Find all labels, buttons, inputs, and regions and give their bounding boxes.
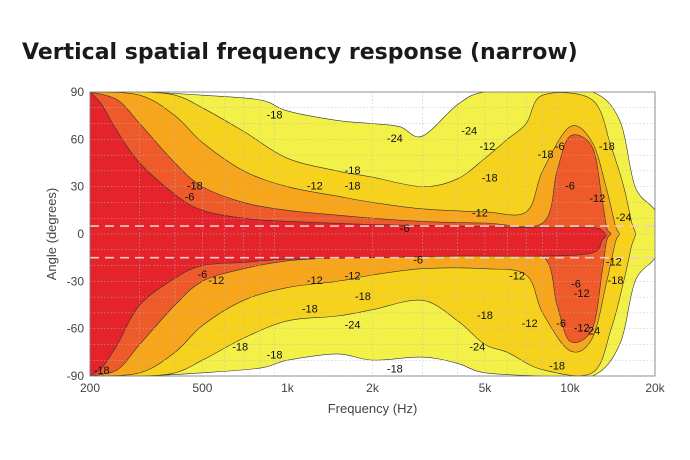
x-axis-title: Frequency (Hz) <box>328 401 418 416</box>
contour-label: -18 <box>345 165 361 177</box>
contour-label: -18 <box>387 364 403 376</box>
x-tick-label: 1k <box>281 381 295 395</box>
x-tick-label: 200 <box>80 381 100 395</box>
contour-label: -12 <box>574 323 590 335</box>
contour-label: -18 <box>94 365 110 377</box>
contour-label: -12 <box>345 271 361 283</box>
contour-label: -18 <box>477 310 493 322</box>
contour-label: -24 <box>387 133 403 145</box>
contour-label: -24 <box>584 326 600 338</box>
y-tick-label: 60 <box>71 132 85 146</box>
contour-label: -18 <box>345 181 361 193</box>
contour-label: -18 <box>608 275 624 287</box>
contour-label: -24 <box>461 125 477 137</box>
x-tick-label: 500 <box>192 381 212 395</box>
y-tick-label: 90 <box>71 85 85 99</box>
contour-label: -6 <box>400 223 410 235</box>
contour-label: -12 <box>307 181 323 193</box>
x-tick-label: 20k <box>645 381 665 395</box>
contour-label: -18 <box>302 304 318 316</box>
contour-label: -12 <box>479 141 495 153</box>
contour-label: -12 <box>472 207 488 219</box>
contour-label: -18 <box>538 149 554 161</box>
chart-title: Vertical spatial frequency response (nar… <box>22 40 578 65</box>
y-axis-title: Angle (degrees) <box>44 188 59 281</box>
contour-label: -24 <box>616 212 632 224</box>
contour-label: -24 <box>469 342 485 354</box>
contour-label: -6 <box>556 318 566 330</box>
contour-label: -18 <box>355 291 371 303</box>
contour-label: -18 <box>187 181 203 193</box>
contour-label: -12 <box>208 275 224 287</box>
contour-label: -18 <box>549 360 565 372</box>
x-tick-label: 5k <box>479 381 493 395</box>
contour-label: -18 <box>232 342 248 354</box>
contour-label: -6 <box>555 141 565 153</box>
y-tick-label: -90 <box>67 369 85 383</box>
contour-label: -12 <box>509 271 525 283</box>
y-tick-label: 0 <box>77 227 84 241</box>
y-tick-label: -60 <box>67 322 85 336</box>
y-tick-label: 30 <box>71 180 85 194</box>
y-tick-label: -30 <box>67 274 85 288</box>
contour-label: -12 <box>606 256 622 268</box>
contour-label: -6 <box>185 192 195 204</box>
contour-label: -6 <box>198 269 208 281</box>
plot-frame <box>89 91 656 377</box>
x-tick-label: 10k <box>560 381 580 395</box>
contour-label: -18 <box>599 141 615 153</box>
contour-label: -18 <box>267 349 283 361</box>
contour-label: -18 <box>267 110 283 122</box>
contour-label: -6 <box>413 255 423 267</box>
contour-label: -18 <box>482 173 498 185</box>
contour-label: -12 <box>589 193 605 205</box>
contour-label: -24 <box>345 319 361 331</box>
contour-region-0db <box>90 92 607 376</box>
contour-label: -24 <box>535 83 551 95</box>
contour-label: -12 <box>574 288 590 300</box>
contour-label: -12 <box>307 275 323 287</box>
contour-label: -6 <box>565 181 575 193</box>
x-tick-label: 2k <box>366 381 380 395</box>
contour-label: -12 <box>522 318 538 330</box>
contour-label: -6 <box>571 278 581 290</box>
